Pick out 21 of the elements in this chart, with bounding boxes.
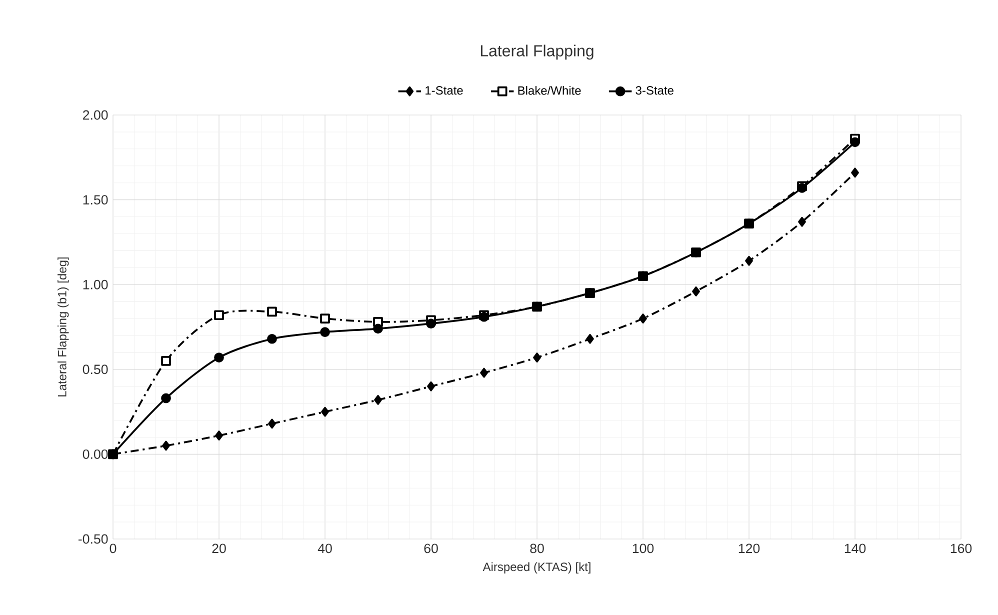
legend-label: 3-State: [636, 86, 674, 95]
x-tick-label: 0: [110, 544, 116, 554]
x-axis-title: Airspeed (KTAS) [kt]: [482, 562, 590, 574]
x-tick-label: 20: [212, 544, 226, 554]
x-tick-label: 160: [950, 544, 972, 554]
x-tick-label: 60: [424, 544, 438, 554]
y-axis-title: Lateral Flapping (b1) [deg]: [58, 258, 69, 396]
y-tick-label: 1.00: [83, 280, 108, 290]
x-tick-label: 140: [844, 544, 866, 554]
x-tick-label: 100: [632, 544, 654, 554]
y-tick-label: 1.50: [83, 195, 108, 205]
legend-label: Blake/White: [518, 86, 581, 95]
legend-label: 1-State: [426, 86, 463, 95]
y-tick-label: 0.50: [82, 364, 108, 374]
y-tick-label: 0.00: [82, 449, 108, 459]
chart-title: Lateral Flapping: [480, 44, 594, 60]
y-tick-label: 2.00: [83, 110, 108, 120]
x-tick-label: 40: [318, 544, 332, 554]
y-tick-label: -0.50: [78, 534, 108, 544]
x-tick-label: 120: [738, 544, 760, 554]
x-tick-label: 80: [530, 544, 544, 554]
